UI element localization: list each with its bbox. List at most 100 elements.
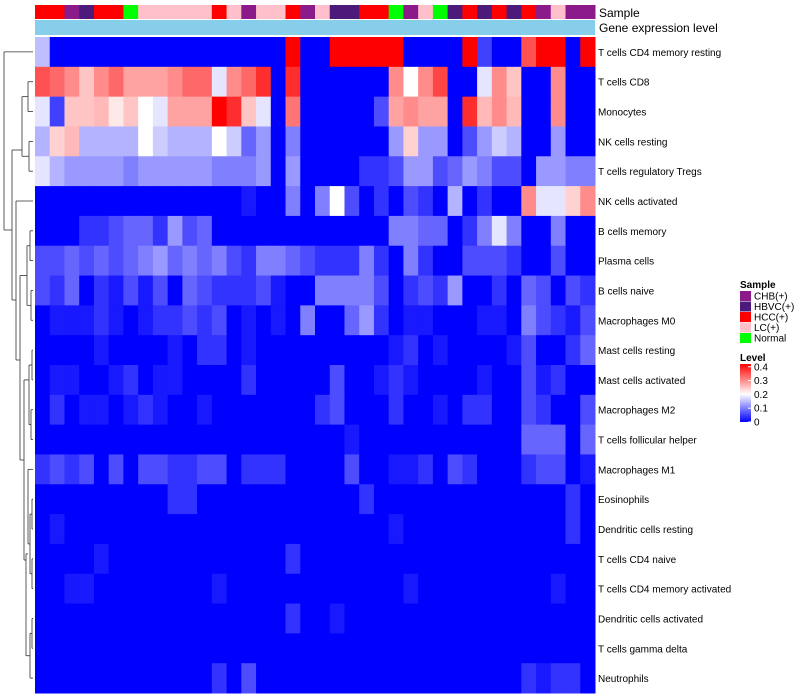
heatmap-cell — [182, 66, 198, 98]
heatmap-cell — [182, 126, 198, 157]
heatmap-cell — [256, 484, 272, 515]
heatmap-cell — [35, 156, 51, 187]
heatmap-cell — [197, 454, 213, 485]
heatmap-cell — [403, 96, 419, 127]
heatmap-cell — [108, 514, 124, 545]
heatmap-cell — [388, 37, 404, 68]
heatmap-cell — [167, 275, 183, 306]
heatmap-cell — [462, 514, 478, 545]
heatmap-cell — [521, 394, 537, 426]
heatmap-cell — [182, 245, 198, 277]
heatmap-cell — [35, 126, 51, 157]
heatmap-cell — [138, 37, 154, 68]
heatmap-cell — [64, 603, 80, 634]
heatmap-cell — [344, 126, 360, 157]
heatmap-cell — [565, 394, 581, 426]
heatmap-cell — [270, 37, 287, 68]
heatmap-cell — [359, 454, 375, 485]
sample-annotation-cell — [197, 5, 213, 19]
heatmap-cell — [152, 454, 169, 485]
sample-legend-swatch — [740, 333, 751, 343]
heatmap-cell — [462, 365, 478, 396]
heatmap-cell — [447, 245, 463, 277]
heatmap-cell — [152, 37, 169, 68]
heatmap-cell — [329, 96, 345, 127]
heatmap-cell — [491, 215, 508, 247]
sample-annotation-cell — [329, 5, 345, 19]
heatmap-cell — [329, 454, 345, 485]
heatmap-cell — [123, 543, 139, 575]
heatmap-cell — [241, 603, 257, 634]
heatmap-cell — [565, 186, 581, 217]
heatmap-cell — [123, 424, 139, 455]
heatmap-cell — [565, 454, 581, 485]
heatmap-cell — [300, 126, 316, 157]
heatmap-cell — [211, 37, 228, 68]
heatmap-cell — [182, 335, 198, 366]
heatmap-cell — [580, 66, 596, 98]
heatmap-cell — [211, 126, 228, 157]
heatmap-cell — [477, 424, 493, 455]
heatmap-cell — [432, 394, 449, 426]
heatmap-cell — [138, 156, 154, 187]
heatmap-cell — [329, 394, 345, 426]
heatmap-cell — [79, 275, 95, 306]
heatmap-cell — [197, 335, 213, 366]
gene-expression-track-label: Gene expression level — [599, 21, 718, 35]
heatmap-cell — [93, 156, 110, 187]
sample-annotation-track — [35, 5, 596, 19]
heatmap-cell — [300, 245, 316, 277]
heatmap-cell — [226, 663, 242, 694]
sample-annotation-cell — [167, 5, 183, 19]
heatmap-cell — [152, 335, 169, 366]
heatmap-cell — [521, 335, 537, 366]
row-label: T cells CD4 memory resting — [598, 48, 721, 59]
heatmap-cell — [79, 66, 95, 98]
heatmap-cell — [329, 424, 345, 455]
heatmap-cell — [432, 573, 449, 605]
heatmap-cell — [167, 66, 183, 98]
heatmap-cell — [226, 275, 242, 306]
heatmap-cell — [93, 215, 110, 247]
heatmap-cell — [285, 186, 301, 217]
heatmap-cell — [138, 663, 154, 694]
heatmap-cell — [182, 305, 198, 336]
heatmap-cell — [344, 305, 360, 336]
sample-legend-swatch — [740, 312, 751, 322]
heatmap-cell — [329, 514, 345, 545]
heatmap-cell — [241, 573, 257, 605]
heatmap-cell — [580, 484, 596, 515]
heatmap-cell — [152, 663, 169, 694]
heatmap-cell — [403, 663, 419, 694]
heatmap-cell — [211, 186, 228, 217]
heatmap-cell — [491, 394, 508, 426]
heatmap-cell — [79, 305, 95, 336]
heatmap-cell — [373, 156, 390, 187]
heatmap-cell — [315, 126, 331, 157]
heatmap-cell — [270, 394, 287, 426]
heatmap-cell — [152, 573, 169, 605]
heatmap-cell — [506, 215, 522, 247]
heatmap-cell — [565, 335, 581, 366]
heatmap-cell — [64, 245, 80, 277]
heatmap-cell — [182, 365, 198, 396]
heatmap-cell — [373, 335, 390, 366]
heatmap-cell — [580, 394, 596, 426]
sample-legend-label: CHB(+) — [754, 292, 788, 303]
heatmap-cell — [388, 126, 404, 157]
heatmap-cell — [418, 573, 434, 605]
heatmap-cell — [182, 186, 198, 217]
heatmap-cell — [536, 424, 552, 455]
heatmap-cell — [182, 543, 198, 575]
heatmap-cell — [49, 37, 65, 68]
heatmap-cell — [388, 365, 404, 396]
heatmap-cell — [477, 603, 493, 634]
heatmap-cell — [152, 424, 169, 455]
heatmap-cell — [329, 275, 345, 306]
heatmap-cell — [388, 633, 404, 664]
heatmap-cell — [477, 126, 493, 157]
heatmap-cell — [167, 543, 183, 575]
heatmap-cell — [315, 66, 331, 98]
heatmap-cell — [462, 633, 478, 664]
level-legend-tick-label: 0.1 — [754, 404, 768, 415]
